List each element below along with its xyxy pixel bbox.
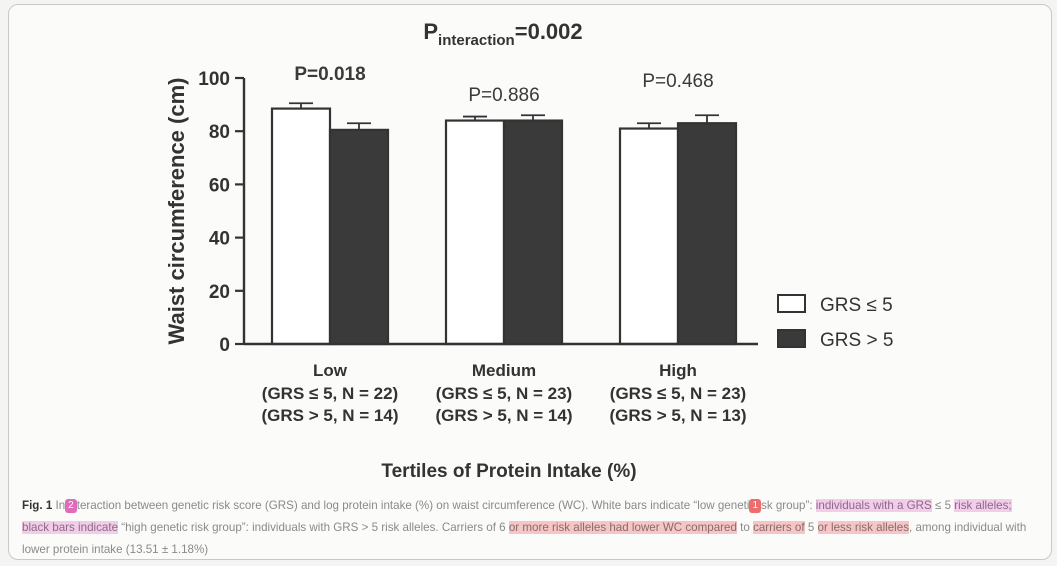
x-category-sublabel: (GRS > 5, N = 13) (610, 406, 747, 425)
x-category-label: Medium (472, 361, 536, 380)
y-axis-label: Waist circumference (cm) (164, 78, 189, 345)
annotation-badge-2[interactable]: 2 (65, 499, 77, 513)
y-tick-label: 20 (209, 282, 230, 303)
bar (676, 122, 738, 346)
x-category-sublabel: (GRS ≤ 5, N = 22) (262, 384, 398, 403)
figure-caption: Fig. 1 In 2 teraction between genetic risk… (22, 495, 1032, 561)
x-category-sublabel: (GRS > 5, N = 14) (262, 406, 399, 425)
highlight-red[interactable]: or more risk alleles had lower WC compar… (508, 521, 737, 534)
p-value-label: P=0.886 (468, 85, 539, 106)
x-category-sublabel: (GRS ≤ 5, N = 23) (610, 384, 746, 403)
x-category-sublabel: (GRS > 5, N = 14) (436, 406, 573, 425)
y-tick-label: 0 (219, 335, 230, 356)
legend-swatch (777, 294, 806, 313)
bar (328, 128, 390, 346)
caption-text: In (52, 499, 66, 512)
legend-label: GRS > 5 (820, 330, 893, 351)
caption-text: to (736, 521, 754, 534)
caption-text: “high genetic risk group”: individuals w… (118, 521, 509, 534)
chart-title-subscript: interaction (438, 32, 515, 49)
annotation-badge-1[interactable]: 1 (749, 499, 762, 513)
legend-label: GRS ≤ 5 (820, 295, 893, 316)
p-value-label: P=0.018 (294, 64, 365, 85)
y-tick-label: 100 (198, 69, 230, 90)
highlight-red[interactable]: carriers of (753, 521, 805, 534)
caption-text: teraction between genetic risk score (GR… (76, 499, 750, 512)
chart-title: Pinteraction=0.002 (423, 19, 582, 49)
chart-title-value: =0.002 (515, 19, 583, 44)
y-tick-label: 80 (209, 122, 230, 143)
caption-text: sk group”: (761, 499, 816, 512)
x-category-label: Low (313, 361, 348, 380)
caption-text: 5 (804, 521, 818, 534)
chart-title-main: P (423, 19, 438, 44)
y-tick-label: 40 (209, 229, 230, 250)
p-value-label: P=0.468 (642, 71, 713, 92)
bar (270, 107, 332, 346)
x-category-label: High (659, 361, 697, 380)
caption-fig-label: Fig. 1 (22, 499, 53, 512)
caption-text: , among individual with lower protein in… (22, 521, 1027, 556)
caption-text: ≤ 5 (931, 499, 955, 512)
legend-swatch (777, 329, 806, 348)
y-tick-label: 60 (209, 175, 230, 196)
bar (618, 127, 680, 346)
x-axis-label: Tertiles of Protein Intake (%) (381, 461, 636, 482)
highlight-red[interactable]: or less risk alleles (817, 521, 909, 534)
highlight-pink[interactable]: individuals with a GRS (815, 499, 932, 512)
x-category-sublabel: (GRS ≤ 5, N = 23) (436, 384, 572, 403)
bar (444, 119, 506, 346)
bar (502, 119, 564, 346)
